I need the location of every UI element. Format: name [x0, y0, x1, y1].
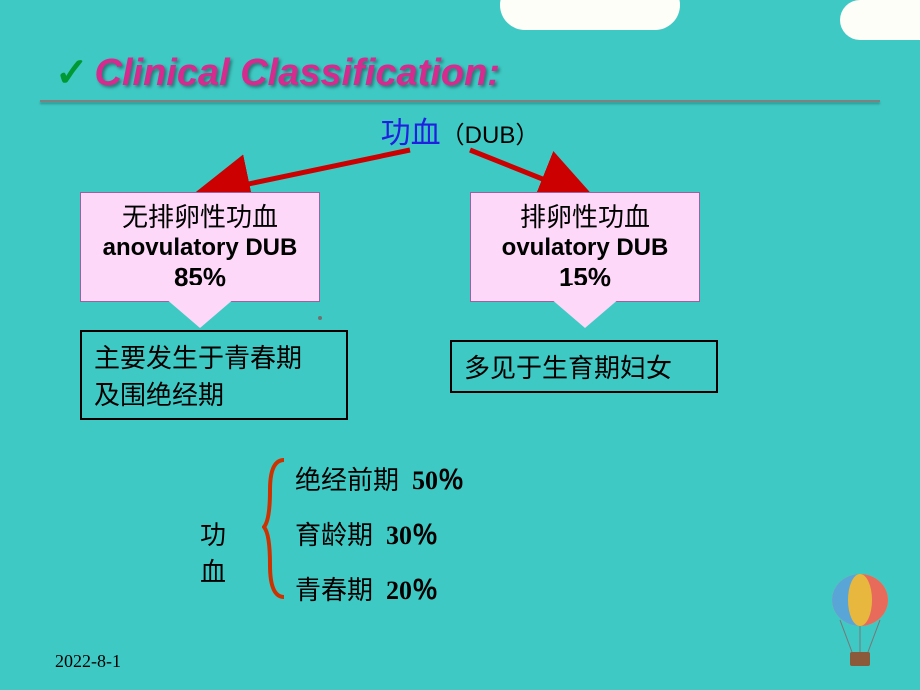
- summary-rows: 绝经前期 50％ 育龄期 30％ 青春期 20％: [295, 460, 464, 625]
- bullet-dot: [318, 316, 322, 320]
- summary-row-1: 绝经前期 50％: [295, 460, 464, 497]
- summary-row-3: 青春期 20％: [295, 570, 464, 607]
- cloud-decoration: [500, 0, 680, 30]
- balloon-icon: [820, 570, 900, 680]
- title-underline: [40, 100, 880, 102]
- cloud-decoration: [840, 0, 920, 40]
- left-branch-chinese: 无排卵性功血: [91, 197, 309, 234]
- summary-label: 功血: [200, 515, 226, 589]
- slide-date: 2022-8-1: [55, 651, 121, 672]
- left-desc-line2: 及围绝经期: [94, 375, 334, 412]
- checkmark-icon: ✓: [55, 50, 89, 96]
- left-branch-english: anovulatory DUB: [91, 234, 309, 262]
- slide-title: ✓ Clinical Classification:: [55, 50, 500, 96]
- title-text: Clinical Classification:: [95, 52, 500, 95]
- right-branch-english: ovulatory DUB: [481, 234, 689, 262]
- curly-bracket-icon: [262, 455, 292, 605]
- right-description-box: 多见于生育期妇女: [450, 340, 718, 393]
- right-desc-line1: 多见于生育期妇女: [464, 348, 704, 385]
- right-branch-chinese: 排卵性功血: [481, 197, 689, 234]
- left-desc-line1: 主要发生于青春期: [94, 338, 334, 375]
- summary-row-2: 育龄期 30％: [295, 515, 464, 552]
- left-down-arrow-icon: [165, 298, 235, 328]
- left-description-box: 主要发生于青春期 及围绝经期: [80, 330, 348, 420]
- right-down-arrow-icon: [550, 298, 620, 328]
